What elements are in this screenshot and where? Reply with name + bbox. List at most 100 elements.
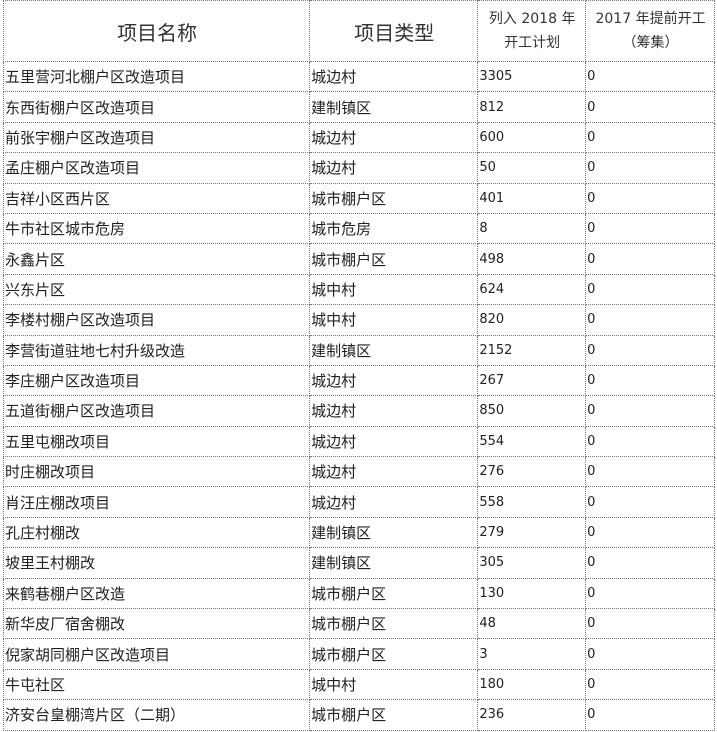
table-row: 兴东片区 城中村 624 0 <box>2 273 715 306</box>
cell-project-name: 时庄棚改项目 <box>2 456 311 488</box>
cell-project-type: 城边村 <box>309 121 479 154</box>
cell-project-type: 城边村 <box>309 60 479 93</box>
cell-early-2017: 0 <box>585 638 715 670</box>
cell-early-2017: 0 <box>585 516 715 549</box>
cell-early-2017: 0 <box>585 608 715 640</box>
table-row: 吉祥小区西片区 城市棚户区 401 0 <box>2 182 715 214</box>
cell-project-name: 五里营河北棚户区改造项目 <box>2 60 311 93</box>
cell-project-name: 孟庄棚户区改造项目 <box>2 152 311 184</box>
cell-early-2017: 0 <box>585 60 715 93</box>
header-project-name: 项目名称 <box>2 0 311 62</box>
cell-project-type: 建制镇区 <box>309 91 479 123</box>
cell-early-2017: 0 <box>585 182 715 214</box>
cell-project-type: 城边村 <box>309 456 479 488</box>
header-early-2017-line1: 2017 年提前开工 <box>595 11 706 27</box>
header-plan-2018: 列入 2018 年 开工计划 <box>477 0 587 62</box>
cell-early-2017: 0 <box>585 425 715 458</box>
cell-plan-2018: 305 <box>477 547 587 579</box>
cell-early-2017: 0 <box>585 699 715 731</box>
cell-plan-2018: 180 <box>477 668 587 701</box>
cell-project-name: 牛屯社区 <box>2 668 311 701</box>
table-row: 李楼村棚户区改造项目 城中村 820 0 <box>2 304 715 336</box>
cell-plan-2018: 279 <box>477 516 587 549</box>
cell-project-name: 倪家胡同棚户区改造项目 <box>2 638 311 670</box>
cell-project-name: 李楼村棚户区改造项目 <box>2 304 311 336</box>
cell-early-2017: 0 <box>585 273 715 306</box>
cell-plan-2018: 3305 <box>477 60 587 93</box>
cell-project-type: 城边村 <box>309 364 479 397</box>
cell-early-2017: 0 <box>585 364 715 397</box>
table-row: 新华皮厂宿舍棚改 城市棚户区 48 0 <box>2 608 715 640</box>
cell-plan-2018: 50 <box>477 152 587 184</box>
table-row: 孔庄村棚改 建制镇区 279 0 <box>2 516 715 549</box>
header-plan-2018-line2: 开工计划 <box>504 35 561 51</box>
table-row: 来鹤巷棚户区改造 城市棚户区 130 0 <box>2 577 715 610</box>
cell-plan-2018: 276 <box>477 456 587 488</box>
cell-early-2017: 0 <box>585 91 715 123</box>
cell-plan-2018: 554 <box>477 425 587 458</box>
cell-project-name: 济安台皇棚湾片区（二期） <box>2 699 311 731</box>
table-row: 济安台皇棚湾片区（二期） 城市棚户区 236 0 <box>2 699 715 731</box>
cell-project-name: 东西街棚户区改造项目 <box>2 91 311 123</box>
cell-early-2017: 0 <box>585 456 715 488</box>
header-early-2017: 2017 年提前开工 （筹集） <box>585 0 715 62</box>
cell-project-name: 孔庄村棚改 <box>2 516 311 549</box>
table-row: 五里屯棚改项目 城边村 554 0 <box>2 425 715 458</box>
cell-plan-2018: 600 <box>477 121 587 154</box>
cell-project-name: 坡里王村棚改 <box>2 547 311 579</box>
cell-project-type: 城边村 <box>309 152 479 184</box>
cell-plan-2018: 558 <box>477 486 587 518</box>
cell-plan-2018: 130 <box>477 577 587 610</box>
header-early-2017-line2: （筹集） <box>622 35 679 51</box>
cell-plan-2018: 812 <box>477 91 587 123</box>
cell-plan-2018: 3 <box>477 638 587 670</box>
cell-project-name: 李庄棚户区改造项目 <box>2 364 311 397</box>
cell-early-2017: 0 <box>585 334 715 366</box>
cell-plan-2018: 8 <box>477 212 587 245</box>
cell-project-name: 五里屯棚改项目 <box>2 425 311 458</box>
cell-project-type: 城边村 <box>309 395 479 427</box>
cell-plan-2018: 401 <box>477 182 587 214</box>
cell-plan-2018: 820 <box>477 304 587 336</box>
table-row: 倪家胡同棚户区改造项目 城市棚户区 3 0 <box>2 638 715 670</box>
table-row: 东西街棚户区改造项目 建制镇区 812 0 <box>2 91 715 123</box>
cell-project-type: 城中村 <box>309 273 479 306</box>
table-row: 永鑫片区 城市棚户区 498 0 <box>2 243 715 275</box>
cell-project-type: 建制镇区 <box>309 516 479 549</box>
table-row: 时庄棚改项目 城边村 276 0 <box>2 456 715 488</box>
cell-plan-2018: 48 <box>477 608 587 640</box>
cell-early-2017: 0 <box>585 486 715 518</box>
cell-plan-2018: 850 <box>477 395 587 427</box>
cell-project-name: 李营街道驻地七村升级改造 <box>2 334 311 366</box>
table-row: 前张宇棚户区改造项目 城边村 600 0 <box>2 121 715 154</box>
cell-early-2017: 0 <box>585 152 715 184</box>
cell-project-name: 永鑫片区 <box>2 243 311 275</box>
cell-project-type: 城市棚户区 <box>309 182 479 214</box>
cell-early-2017: 0 <box>585 212 715 245</box>
table-row: 牛市社区城市危房 城市危房 8 0 <box>2 212 715 245</box>
cell-plan-2018: 267 <box>477 364 587 397</box>
cell-plan-2018: 498 <box>477 243 587 275</box>
cell-project-name: 新华皮厂宿舍棚改 <box>2 608 311 640</box>
cell-project-type: 城边村 <box>309 425 479 458</box>
cell-early-2017: 0 <box>585 395 715 427</box>
cell-project-type: 城市危房 <box>309 212 479 245</box>
cell-plan-2018: 624 <box>477 273 587 306</box>
table-row: 牛屯社区 城中村 180 0 <box>2 668 715 701</box>
cell-early-2017: 0 <box>585 304 715 336</box>
table-row: 肖汪庄棚改项目 城边村 558 0 <box>2 486 715 518</box>
table-row: 五道街棚户区改造项目 城边村 850 0 <box>2 395 715 427</box>
cell-project-name: 来鹤巷棚户区改造 <box>2 577 311 610</box>
table-row: 五里营河北棚户区改造项目 城边村 3305 0 <box>2 60 715 93</box>
cell-project-type: 城市棚户区 <box>309 638 479 670</box>
header-plan-2018-line1: 列入 2018 年 <box>488 11 576 27</box>
cell-project-name: 牛市社区城市危房 <box>2 212 311 245</box>
cell-plan-2018: 236 <box>477 699 587 731</box>
cell-early-2017: 0 <box>585 577 715 610</box>
header-row: 项目名称 项目类型 列入 2018 年 开工计划 2017 年提前开工 （筹集） <box>2 0 715 62</box>
header-project-type: 项目类型 <box>309 0 479 62</box>
cell-project-type: 建制镇区 <box>309 334 479 366</box>
table-row: 李庄棚户区改造项目 城边村 267 0 <box>2 364 715 397</box>
cell-early-2017: 0 <box>585 243 715 275</box>
